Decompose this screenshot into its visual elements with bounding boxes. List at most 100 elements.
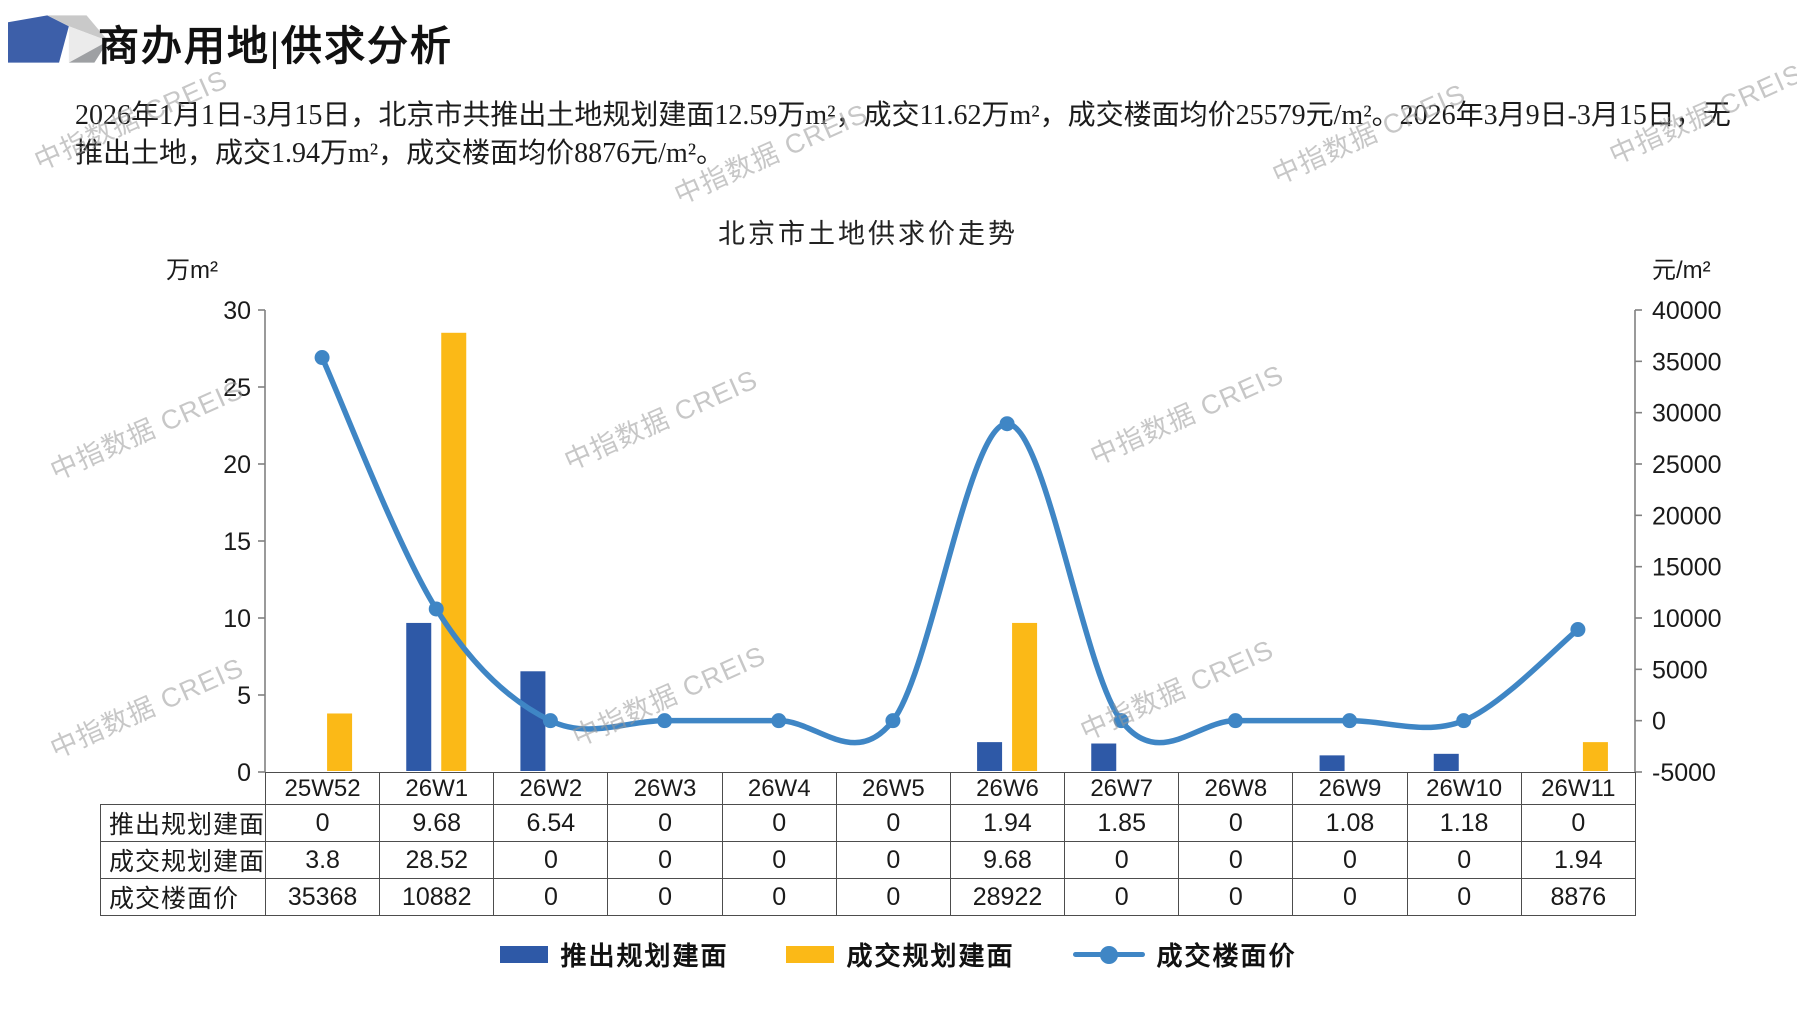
right-axis-label: 25000 — [1652, 451, 1722, 479]
table-value-cell: 0 — [493, 878, 609, 916]
logo-blue-shape — [8, 15, 69, 63]
table-value-cell: 1.85 — [1064, 804, 1180, 842]
table-value-cell: 0 — [1406, 878, 1522, 916]
table-value-cell: 0 — [1178, 804, 1294, 842]
price-marker-26W9 — [1342, 713, 1358, 729]
table-value-cell: 1.94 — [1520, 841, 1636, 879]
chart-title: 北京市土地供求价走势 — [718, 219, 1018, 249]
table-value-cell: 0 — [835, 841, 951, 879]
price-marker-26W10 — [1456, 713, 1472, 729]
table-row: 推出规划建面 0 9.68 6.54 0 0 0 1.94 1.85 0 1.08 1.18 0 — [100, 804, 1636, 842]
logo-lightgray-shape — [47, 15, 109, 41]
table-value-cell: 0 — [607, 804, 723, 842]
table-value-cell: 1.18 — [1406, 804, 1522, 842]
table-value-cell: 0 — [835, 804, 951, 842]
table-value-cell: 9.68 — [379, 804, 495, 842]
creis-logo — [8, 15, 109, 63]
right-axis-label: 35000 — [1652, 348, 1722, 376]
legend-label: 成交规划建面 — [846, 942, 1015, 971]
price-marker-26W8 — [1227, 713, 1243, 729]
bar-推出规划建面-26W7 — [1091, 743, 1117, 771]
table-value-cell: 28922 — [949, 878, 1066, 916]
bar-推出规划建面-26W1 — [406, 622, 432, 771]
table-value-cell: 9.68 — [949, 841, 1066, 879]
table-value-cell: 0 — [607, 878, 723, 916]
right-axis-label: 30000 — [1652, 400, 1722, 428]
week-column-header: 26W8 — [1178, 772, 1294, 805]
bar-推出规划建面-26W10 — [1433, 753, 1459, 771]
table-value-cell: 8876 — [1520, 878, 1636, 916]
price-line — [319, 354, 1581, 746]
right-axis-label: -5000 — [1652, 759, 1716, 787]
price-marker-26W7 — [1113, 713, 1129, 729]
left-axis-label: 15 — [223, 528, 251, 556]
right-axis-label: 0 — [1652, 708, 1666, 736]
week-column-header: 26W11 — [1520, 772, 1636, 805]
price-marker-26W1 — [428, 601, 444, 617]
table-value-cell: 3.8 — [264, 841, 381, 879]
table-value-cell: 28.52 — [379, 841, 495, 879]
right-axis-label: 40000 — [1652, 297, 1722, 325]
left-axis-unit: 万m² — [166, 257, 218, 284]
week-column-header: 26W6 — [949, 772, 1066, 805]
row-label: 成交规划建面 — [100, 841, 266, 879]
table-value-cell: 0 — [607, 841, 723, 879]
table-value-cell: 0 — [1292, 878, 1408, 916]
bar-成交规划建面-26W11 — [1582, 742, 1608, 771]
week-column-header: 25W52 — [264, 772, 381, 805]
week-column-header: 26W9 — [1292, 772, 1408, 805]
bar-成交规划建面-25W52 — [327, 713, 353, 771]
table-value-cell: 0 — [835, 878, 951, 916]
legend-bar-swatch — [500, 946, 549, 963]
left-axis-label: 20 — [223, 451, 251, 479]
week-column-header: 26W4 — [721, 772, 837, 805]
left-axis-label: 30 — [223, 297, 251, 325]
table-value-cell: 0 — [1520, 804, 1636, 842]
row-label: 成交楼面价 — [100, 878, 266, 916]
summary-paragraph: 2026年1月1日-3月15日，北京市共推出土地规划建面12.59万m²，成交1… — [75, 97, 1755, 173]
price-marker-26W4 — [771, 713, 787, 729]
table-value-cell: 0 — [721, 878, 837, 916]
legend-item-推出规划建面: 推出规划建面 — [500, 936, 728, 973]
logo-white-shape — [68, 26, 109, 63]
legend-item-成交规划建面: 成交规划建面 — [786, 936, 1014, 973]
legend-label: 推出规划建面 — [560, 942, 729, 971]
right-axis-label: 20000 — [1652, 502, 1722, 530]
week-column-header: 26W10 — [1406, 772, 1522, 805]
table-header-row: 25W52 26W1 26W2 26W3 26W4 26W5 26W6 26W7 26W8 26W… — [101, 772, 1636, 805]
table-value-cell: 10882 — [379, 878, 495, 916]
week-column-header: 26W1 — [379, 772, 495, 805]
data-table: 25W52 26W1 26W2 26W3 26W4 26W5 26W6 26W7 26W8 26W… — [100, 772, 1636, 916]
table-value-cell: 0 — [1064, 878, 1180, 916]
table-value-cell: 0 — [721, 841, 837, 879]
legend-bar-swatch — [786, 946, 835, 963]
table-value-cell: 0 — [1064, 841, 1180, 879]
right-axis-label: 5000 — [1652, 656, 1708, 684]
week-column-header: 26W5 — [835, 772, 951, 805]
left-axis-label: 5 — [237, 682, 251, 710]
table-value-cell: 35368 — [264, 878, 381, 916]
price-marker-26W2 — [542, 713, 558, 729]
summary-line-2: 推出土地，成交1.94万m²，成交楼面均价8876元/m²。 — [75, 138, 725, 169]
legend-line-swatch — [1072, 945, 1145, 964]
logo-darkgray-shape — [68, 40, 109, 63]
legend-item-成交楼面价: 成交楼面价 — [1072, 936, 1297, 973]
bar-成交规划建面-26W6 — [1012, 622, 1038, 771]
chart-legend: 推出规划建面 成交规划建面 成交楼面价 — [0, 936, 1797, 973]
table-value-cell: 0 — [1406, 841, 1522, 879]
week-column-header: 26W7 — [1064, 772, 1180, 805]
left-axis-label: 0 — [237, 759, 251, 787]
right-axis-unit: 元/m² — [1652, 257, 1711, 284]
summary-line-1: 2026年1月1日-3月15日，北京市共推出土地规划建面12.59万m²，成交1… — [75, 100, 1731, 131]
left-axis-label: 10 — [223, 605, 251, 633]
table-value-cell: 0 — [1178, 841, 1294, 879]
price-marker-25W52 — [314, 350, 330, 366]
table-row: 成交规划建面 3.8 28.52 0 0 0 0 9.68 0 0 0 0 1.94 — [100, 841, 1636, 879]
table-value-cell: 6.54 — [493, 804, 609, 842]
left-axis-label: 25 — [223, 374, 251, 402]
table-row: 成交楼面价 35368 10882 0 0 0 0 28922 0 0 0 0 8876 — [100, 878, 1636, 916]
row-label: 推出规划建面 — [100, 804, 266, 842]
table-value-cell: 0 — [264, 804, 381, 842]
